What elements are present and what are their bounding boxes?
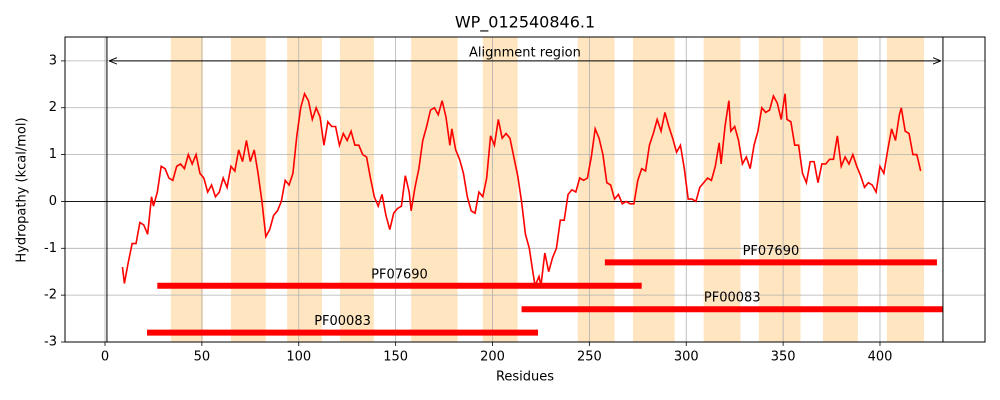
y-tick-label: -3 <box>44 335 57 350</box>
tm-region <box>482 37 518 342</box>
x-tick-label: 200 <box>480 350 505 365</box>
y-tick-label: 1 <box>49 147 57 162</box>
tm-region <box>340 37 374 342</box>
x-tick-label: 0 <box>101 350 109 365</box>
x-tick-label: 150 <box>383 350 408 365</box>
tm-region <box>287 37 323 342</box>
plot-frame <box>64 36 986 343</box>
x-tick-label: 250 <box>577 350 602 365</box>
domain-label: PF07690 <box>371 267 428 282</box>
y-axis-label: Hydropathy (kcal/mol) <box>15 117 30 262</box>
hydropathy-line <box>121 91 922 289</box>
y-tick-label: 2 <box>49 100 57 115</box>
domain-label: PF07690 <box>743 244 800 259</box>
y-tick-label: 3 <box>49 53 57 68</box>
tm-region <box>577 37 615 342</box>
chart-title: WP_012540846.1 <box>455 13 595 33</box>
alignment-label: Alignment region <box>469 45 581 60</box>
x-tick-label: 300 <box>674 350 699 365</box>
tm-region <box>703 37 741 342</box>
y-tick-label: 0 <box>49 194 57 209</box>
tm-region <box>823 37 858 342</box>
tm-region <box>632 37 675 342</box>
y-tick-label: -1 <box>44 241 57 256</box>
tm-region <box>170 37 204 342</box>
tm-region <box>886 37 924 342</box>
x-tick-label: 100 <box>286 350 311 365</box>
tm-region <box>411 37 458 342</box>
x-tick-label: 350 <box>771 350 796 365</box>
tm-region <box>758 37 801 342</box>
x-axis-label: Residues <box>496 370 554 385</box>
x-tick-label: 50 <box>194 350 211 365</box>
domain-label: PF00083 <box>314 314 371 329</box>
x-tick-label: 400 <box>868 350 893 365</box>
domain-label: PF00083 <box>704 291 761 306</box>
y-tick-label: -2 <box>44 288 57 303</box>
